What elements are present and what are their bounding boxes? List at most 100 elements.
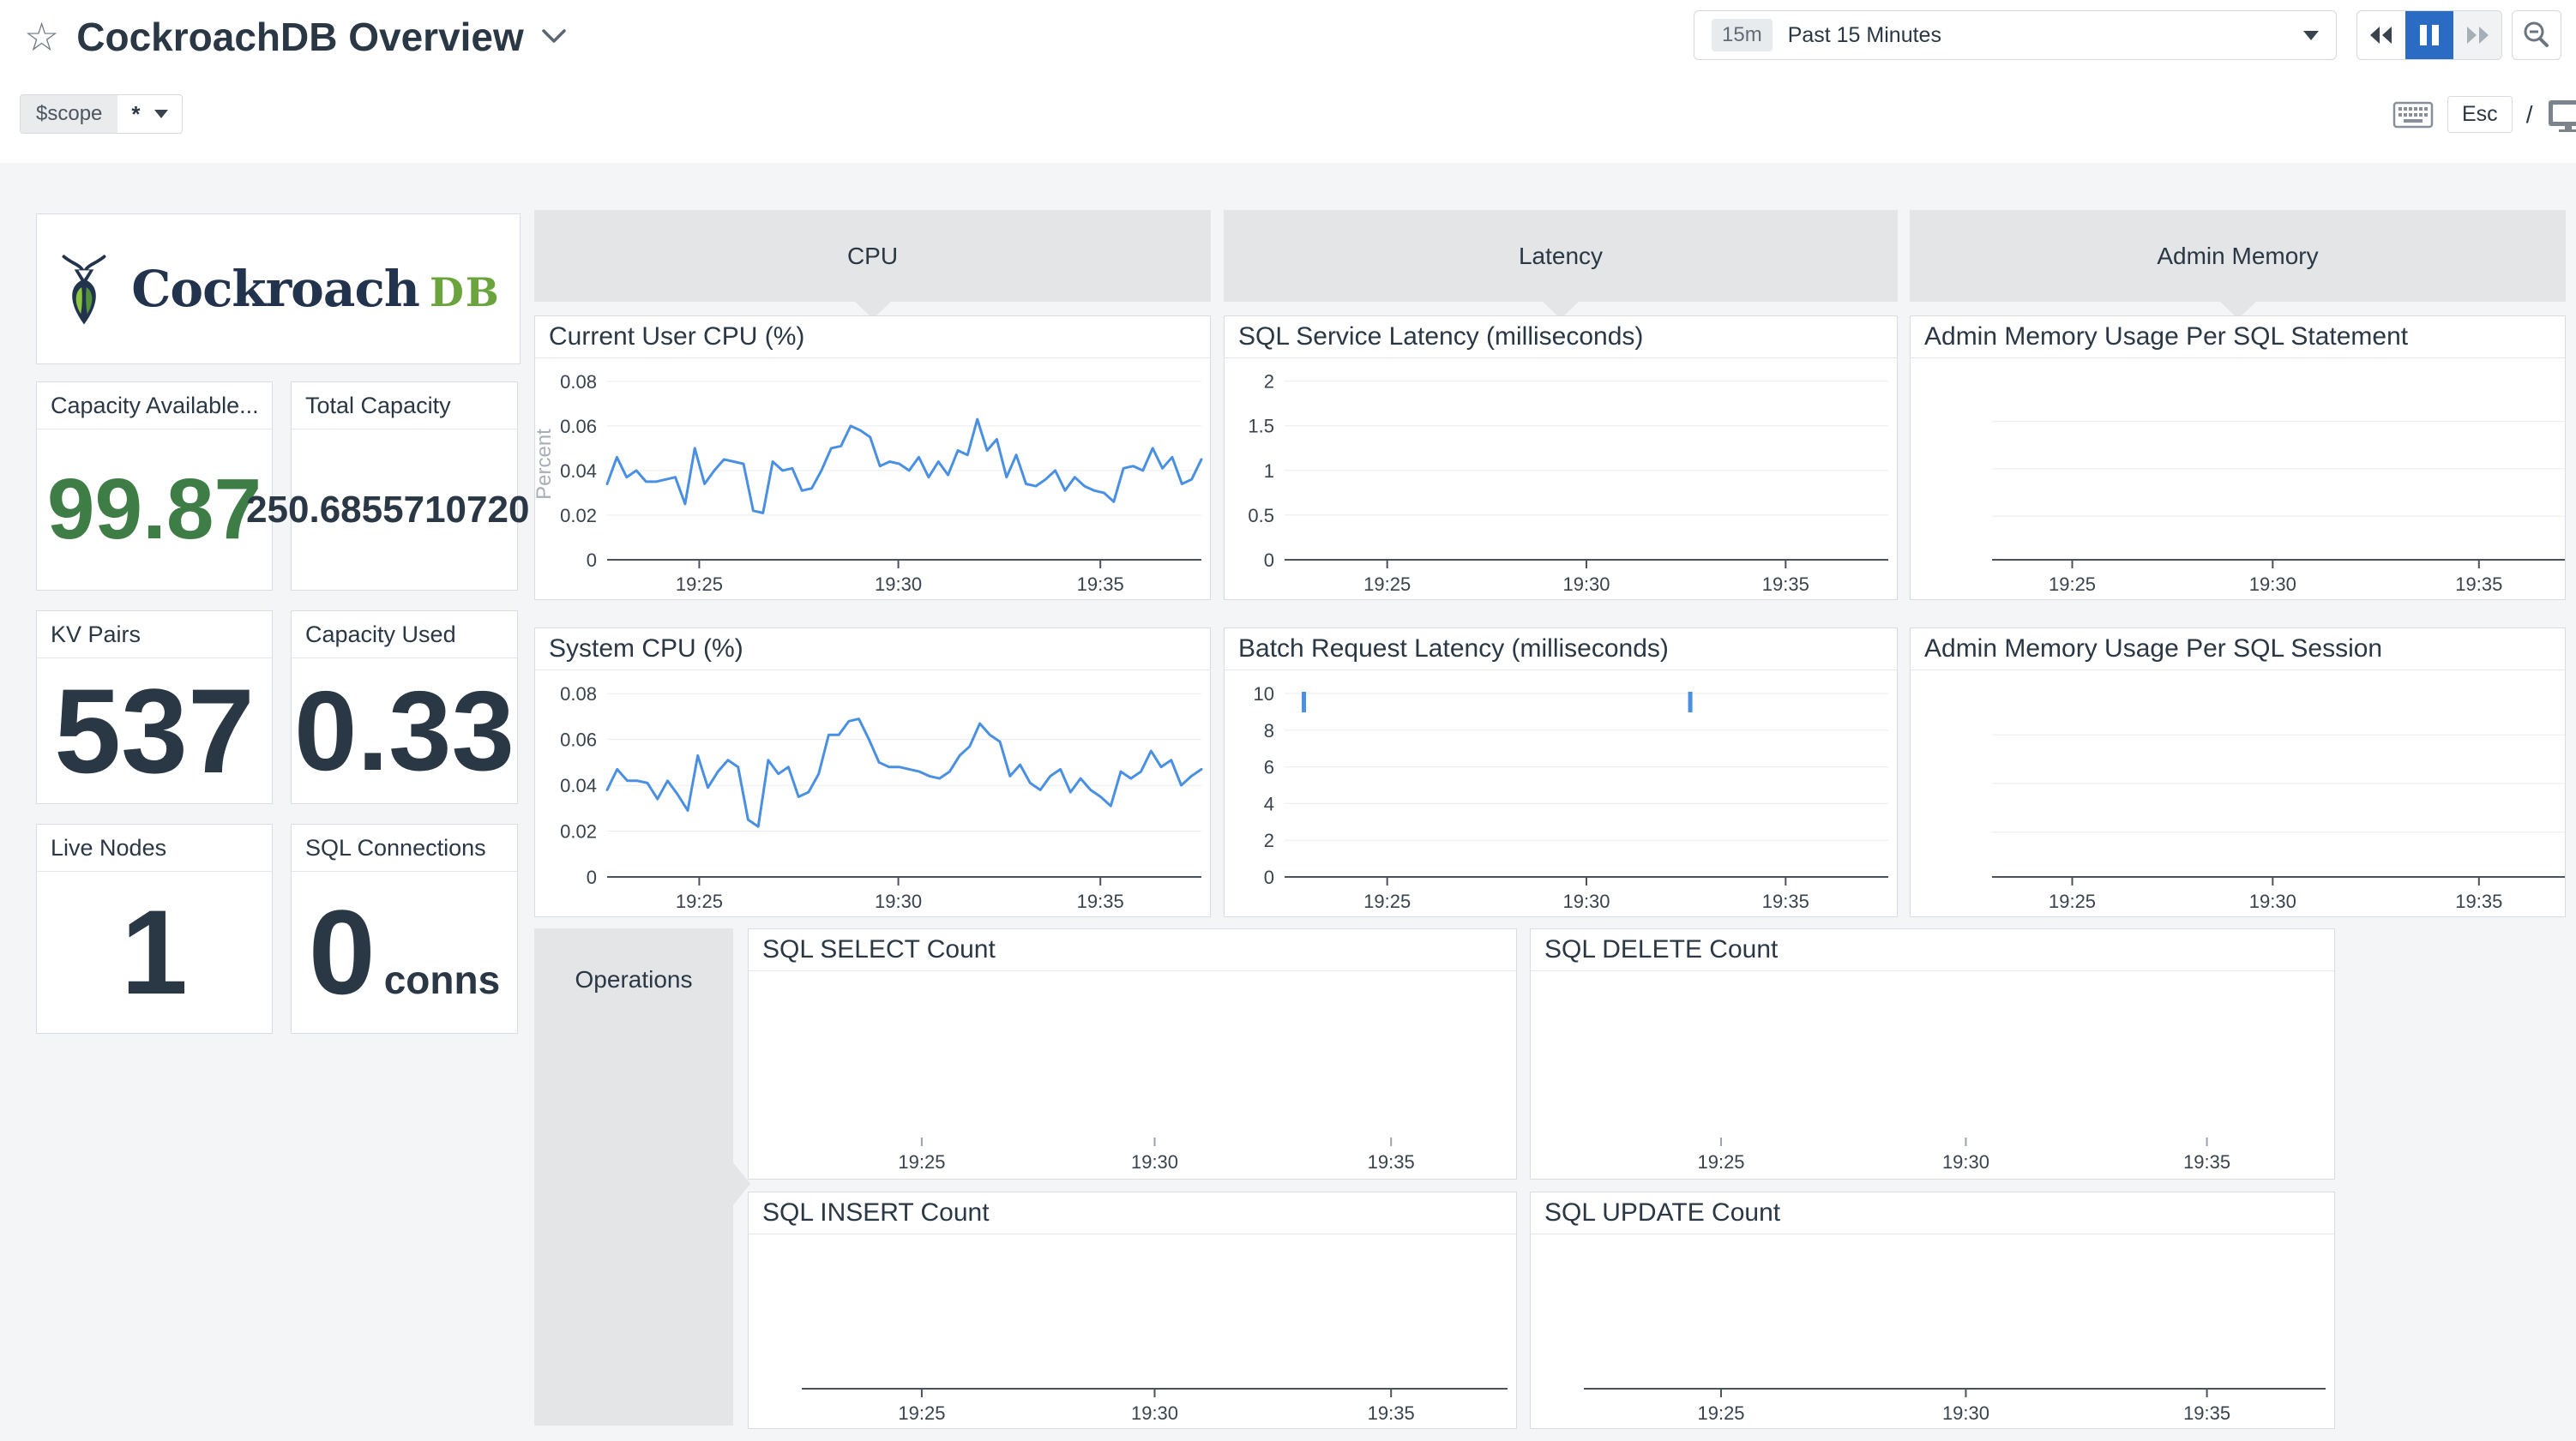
svg-text:4: 4: [1264, 793, 1274, 814]
fast-forward-button[interactable]: [2453, 11, 2501, 59]
chart-card-sql-insert-count: SQL INSERT Count 19:25 19:30 19:35: [748, 1192, 1517, 1429]
system-cpu-plot[interactable]: 0 0.02 0.04 0.06 0.08 19:25 19:30 19:35: [535, 670, 1210, 916]
svg-text:19:25: 19:25: [1363, 573, 1411, 595]
group-header-operations[interactable]: Operations: [534, 928, 750, 1426]
chart-card-sql-service-latency: SQL Service Latency (milliseconds) 0 0.5 1…: [1224, 315, 1898, 600]
admin-memory-session-plot[interactable]: 19:25 19:30 19:35: [1911, 670, 2565, 916]
svg-text:0.06: 0.06: [560, 416, 597, 437]
group-header-cpu[interactable]: CPU: [534, 210, 1211, 319]
zoom-out-icon: [2524, 21, 2549, 47]
stat-label: Live Nodes: [37, 825, 272, 872]
chart-title: SQL INSERT Count: [749, 1192, 1516, 1234]
scope-variable-name: $scope: [21, 95, 118, 133]
stat-value: 537: [54, 663, 255, 798]
svg-text:19:35: 19:35: [1077, 573, 1124, 595]
group-header-label: CPU: [846, 242, 899, 269]
stat-value: 1: [121, 885, 188, 1019]
svg-text:19:25: 19:25: [1697, 1402, 1744, 1424]
stat-value: 0: [308, 885, 376, 1019]
stat-card-capacity-used: Capacity Used 0.33: [291, 610, 518, 804]
chart-title: SQL SELECT Count: [749, 929, 1516, 971]
svg-text:19:35: 19:35: [2455, 891, 2502, 912]
svg-text:1: 1: [1264, 460, 1274, 482]
zoom-out-button[interactable]: [2512, 10, 2561, 60]
group-header-latency[interactable]: Latency: [1224, 210, 1898, 319]
chart-title: System CPU (%): [535, 628, 1210, 670]
pause-icon: [2420, 25, 2439, 45]
svg-text:19:35: 19:35: [2183, 1151, 2230, 1173]
svg-text:19:30: 19:30: [2249, 573, 2296, 595]
cockroach-bug-icon: [62, 255, 106, 325]
svg-text:0.08: 0.08: [560, 683, 597, 705]
svg-text:0.02: 0.02: [560, 505, 597, 526]
time-range-caret-icon: [2303, 30, 2319, 40]
stat-label: SQL Connections: [292, 825, 517, 872]
fast-forward-icon: [2467, 27, 2489, 44]
svg-text:19:35: 19:35: [1368, 1151, 1415, 1173]
logo-suffix: DB: [429, 269, 501, 315]
slash-separator: /: [2525, 100, 2533, 128]
svg-text:0.5: 0.5: [1248, 505, 1274, 526]
svg-text:0.02: 0.02: [560, 821, 597, 843]
admin-memory-statement-plot[interactable]: 19:25 19:30 19:35: [1911, 358, 2565, 599]
svg-text:19:30: 19:30: [1942, 1151, 1989, 1173]
logo-wordmark: Cockroach: [131, 260, 420, 318]
batch-request-latency-plot[interactable]: 0 2 4 6 8 10 19:25 19:30 19:35: [1225, 670, 1897, 916]
chart-title: SQL UPDATE Count: [1531, 1192, 2334, 1234]
group-header-label: Admin Memory: [2157, 242, 2319, 269]
sql-service-latency-plot[interactable]: 0 0.5 1 1.5 2 19:25 19:30 19:35: [1225, 358, 1897, 599]
template-variable-scope[interactable]: $scope *: [20, 94, 183, 134]
chart-card-system-cpu: System CPU (%) 0 0.02 0.04 0.06 0.08 19:25 19:…: [534, 627, 1211, 917]
scope-variable-value[interactable]: *: [117, 95, 181, 133]
group-pointer: [2218, 301, 2257, 319]
svg-text:0: 0: [1264, 867, 1274, 888]
sql-select-count-plot[interactable]: 19:25 19:30 19:35: [749, 971, 1516, 1179]
chart-title: SQL DELETE Count: [1531, 929, 2334, 971]
sql-update-count-plot[interactable]: 19:25 19:30 19:35: [1531, 1234, 2334, 1428]
svg-text:19:25: 19:25: [2049, 573, 2096, 595]
stat-label: Capacity Available...: [37, 382, 272, 429]
sql-delete-count-plot[interactable]: 19:25 19:30 19:35: [1531, 971, 2334, 1179]
chart-title: Batch Request Latency (milliseconds): [1225, 628, 1897, 670]
svg-text:6: 6: [1264, 757, 1274, 778]
tv-mode-icon[interactable]: [2546, 97, 2576, 133]
top-bar: ☆ CockroachDB Overview 15m Past 15 Minut…: [0, 0, 2576, 163]
pause-button[interactable]: [2405, 11, 2453, 59]
svg-text:19:25: 19:25: [2049, 891, 2096, 912]
group-header-label: Operations: [575, 966, 693, 993]
stat-value: 0.33: [294, 668, 515, 794]
svg-text:0: 0: [587, 549, 597, 571]
stat-unit: conns: [383, 958, 501, 1002]
time-range-selector[interactable]: 15m Past 15 Minutes: [1694, 10, 2337, 60]
svg-text:19:35: 19:35: [2183, 1402, 2230, 1424]
keyboard-icon[interactable]: [2392, 100, 2434, 129]
stat-card-kv-pairs: KV Pairs 537: [36, 610, 273, 804]
svg-text:0.08: 0.08: [560, 371, 597, 393]
svg-text:19:35: 19:35: [2455, 573, 2502, 595]
rewind-button[interactable]: [2357, 11, 2405, 59]
group-pointer: [732, 1162, 750, 1206]
rewind-icon: [2370, 27, 2392, 44]
svg-text:19:25: 19:25: [676, 891, 723, 912]
time-range-label: Past 15 Minutes: [1787, 22, 1941, 47]
svg-text:19:25: 19:25: [898, 1151, 945, 1173]
favorite-star-icon[interactable]: ☆: [24, 15, 60, 59]
group-header-admin-memory[interactable]: Admin Memory: [1910, 210, 2566, 319]
current-user-cpu-plot[interactable]: 0 0.02 0.04 0.06 0.08 19:25 19:30 19:35 Percent: [535, 358, 1210, 599]
svg-text:19:30: 19:30: [2249, 891, 2296, 912]
title-chevron-down-icon[interactable]: [541, 28, 567, 45]
svg-text:1.5: 1.5: [1248, 416, 1274, 437]
page-title: CockroachDB Overview: [76, 15, 524, 59]
svg-text:19:25: 19:25: [898, 1402, 945, 1424]
svg-text:19:30: 19:30: [1942, 1402, 1989, 1424]
chart-card-batch-request-latency: Batch Request Latency (milliseconds) 0 2 4…: [1224, 627, 1898, 917]
group-pointer: [853, 301, 892, 319]
chart-card-admin-memory-statement: Admin Memory Usage Per SQL Statement 19:…: [1910, 315, 2566, 600]
svg-text:19:30: 19:30: [1562, 573, 1610, 595]
svg-text:0.04: 0.04: [560, 460, 597, 482]
sql-insert-count-plot[interactable]: 19:25 19:30 19:35: [749, 1234, 1516, 1428]
svg-text:2: 2: [1264, 371, 1274, 393]
stat-label: Total Capacity: [292, 382, 517, 429]
playback-controls: [2356, 10, 2502, 60]
stat-card-live-nodes: Live Nodes 1: [36, 824, 273, 1034]
